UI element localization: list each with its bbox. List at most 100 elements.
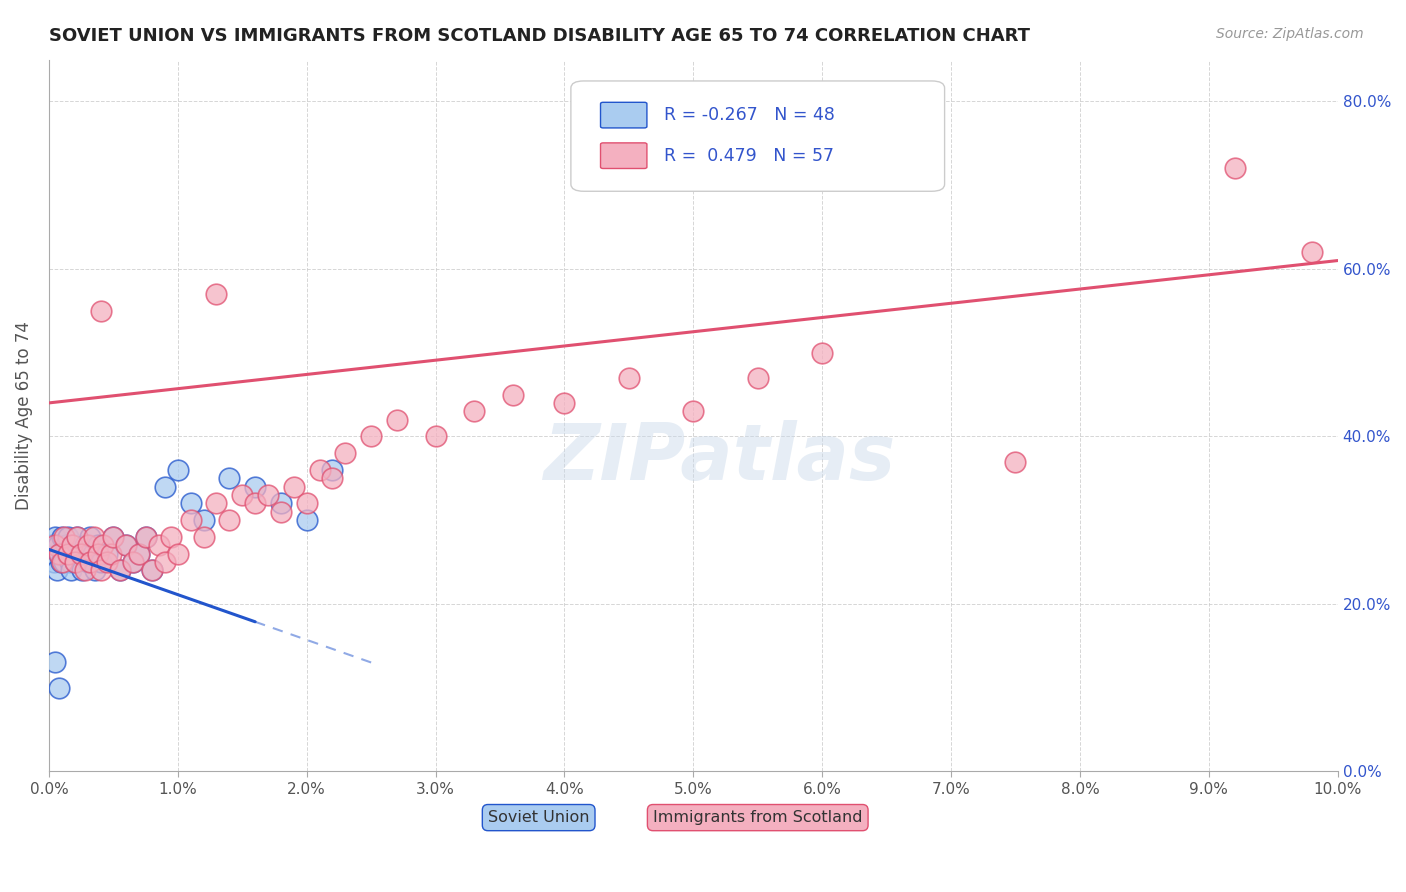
Point (153, 480, 176, 494)
Point (166, 547, 188, 561)
Point (747, 371, 769, 385)
Point (295, 513, 318, 527)
Text: Soviet Union: Soviet Union (488, 810, 589, 825)
Point (1223, 161, 1246, 176)
Point (135, 530, 157, 544)
FancyBboxPatch shape (600, 143, 647, 169)
Point (121, 555, 143, 569)
Point (58, 555, 80, 569)
Point (44, 656, 66, 670)
Point (502, 387, 524, 401)
Point (73, 538, 96, 552)
Point (87, 538, 110, 552)
Point (89, 303, 111, 318)
Point (321, 471, 343, 485)
Point (82, 547, 104, 561)
Text: ZIPatlas: ZIPatlas (543, 420, 896, 496)
Point (243, 480, 266, 494)
Text: R = -0.267   N = 48: R = -0.267 N = 48 (664, 106, 835, 124)
Point (308, 463, 330, 477)
Point (205, 287, 228, 301)
Point (193, 530, 215, 544)
Point (257, 488, 280, 502)
Point (205, 496, 228, 510)
Point (83, 530, 105, 544)
Point (115, 538, 138, 552)
Point (58, 530, 80, 544)
Point (617, 371, 640, 385)
Point (295, 496, 318, 510)
Point (108, 563, 131, 577)
Point (96, 547, 118, 561)
Point (53, 555, 76, 569)
Point (55, 538, 77, 552)
Point (141, 563, 163, 577)
Point (321, 463, 343, 477)
Point (135, 530, 157, 544)
Point (1301, 245, 1323, 260)
Point (180, 496, 202, 510)
Point (193, 513, 215, 527)
Point (48, 547, 70, 561)
Text: R =  0.479   N = 57: R = 0.479 N = 57 (664, 146, 834, 165)
Point (41, 538, 63, 552)
Point (218, 513, 240, 527)
Point (243, 496, 266, 510)
Point (141, 563, 163, 577)
Point (231, 488, 253, 502)
Point (682, 404, 704, 418)
Point (166, 463, 188, 477)
Point (148, 538, 170, 552)
Point (52, 547, 75, 561)
Point (56, 547, 79, 561)
FancyBboxPatch shape (571, 81, 945, 191)
Point (87, 547, 110, 561)
Point (51, 530, 73, 544)
Point (121, 555, 143, 569)
Point (76, 555, 98, 569)
Point (153, 555, 176, 569)
Point (553, 396, 575, 410)
Point (1004, 454, 1026, 468)
Y-axis label: Disability Age 65 to 74: Disability Age 65 to 74 (15, 321, 32, 510)
Point (76, 538, 98, 552)
Point (63, 555, 86, 569)
FancyBboxPatch shape (600, 103, 647, 128)
Point (103, 530, 125, 544)
Point (128, 547, 150, 561)
Point (44, 530, 66, 544)
Point (59, 563, 82, 577)
Point (96, 555, 118, 569)
Point (270, 505, 292, 519)
Point (100, 547, 122, 561)
Text: SOVIET UNION VS IMMIGRANTS FROM SCOTLAND DISABILITY AGE 65 TO 74 CORRELATION CHA: SOVIET UNION VS IMMIGRANTS FROM SCOTLAND… (49, 27, 1031, 45)
Point (89, 555, 111, 569)
Point (58, 547, 80, 561)
Point (160, 530, 183, 544)
Point (79, 530, 101, 544)
Point (79, 555, 101, 569)
Point (385, 412, 408, 426)
Point (128, 547, 150, 561)
Point (335, 446, 357, 460)
Point (60, 538, 83, 552)
Point (108, 563, 131, 577)
Point (45, 563, 67, 577)
Point (46, 538, 69, 552)
Point (53, 530, 76, 544)
Point (60, 538, 83, 552)
Point (44, 538, 66, 552)
Point (63, 555, 86, 569)
Point (51, 555, 73, 569)
Point (180, 513, 202, 527)
Point (283, 480, 305, 494)
Point (48, 547, 70, 561)
Text: Immigrants from Scotland: Immigrants from Scotland (652, 810, 862, 825)
Point (42, 555, 65, 569)
Point (72, 563, 94, 577)
Point (66, 530, 89, 544)
Point (89, 563, 111, 577)
Point (103, 530, 125, 544)
Point (425, 429, 447, 443)
Point (91, 538, 114, 552)
